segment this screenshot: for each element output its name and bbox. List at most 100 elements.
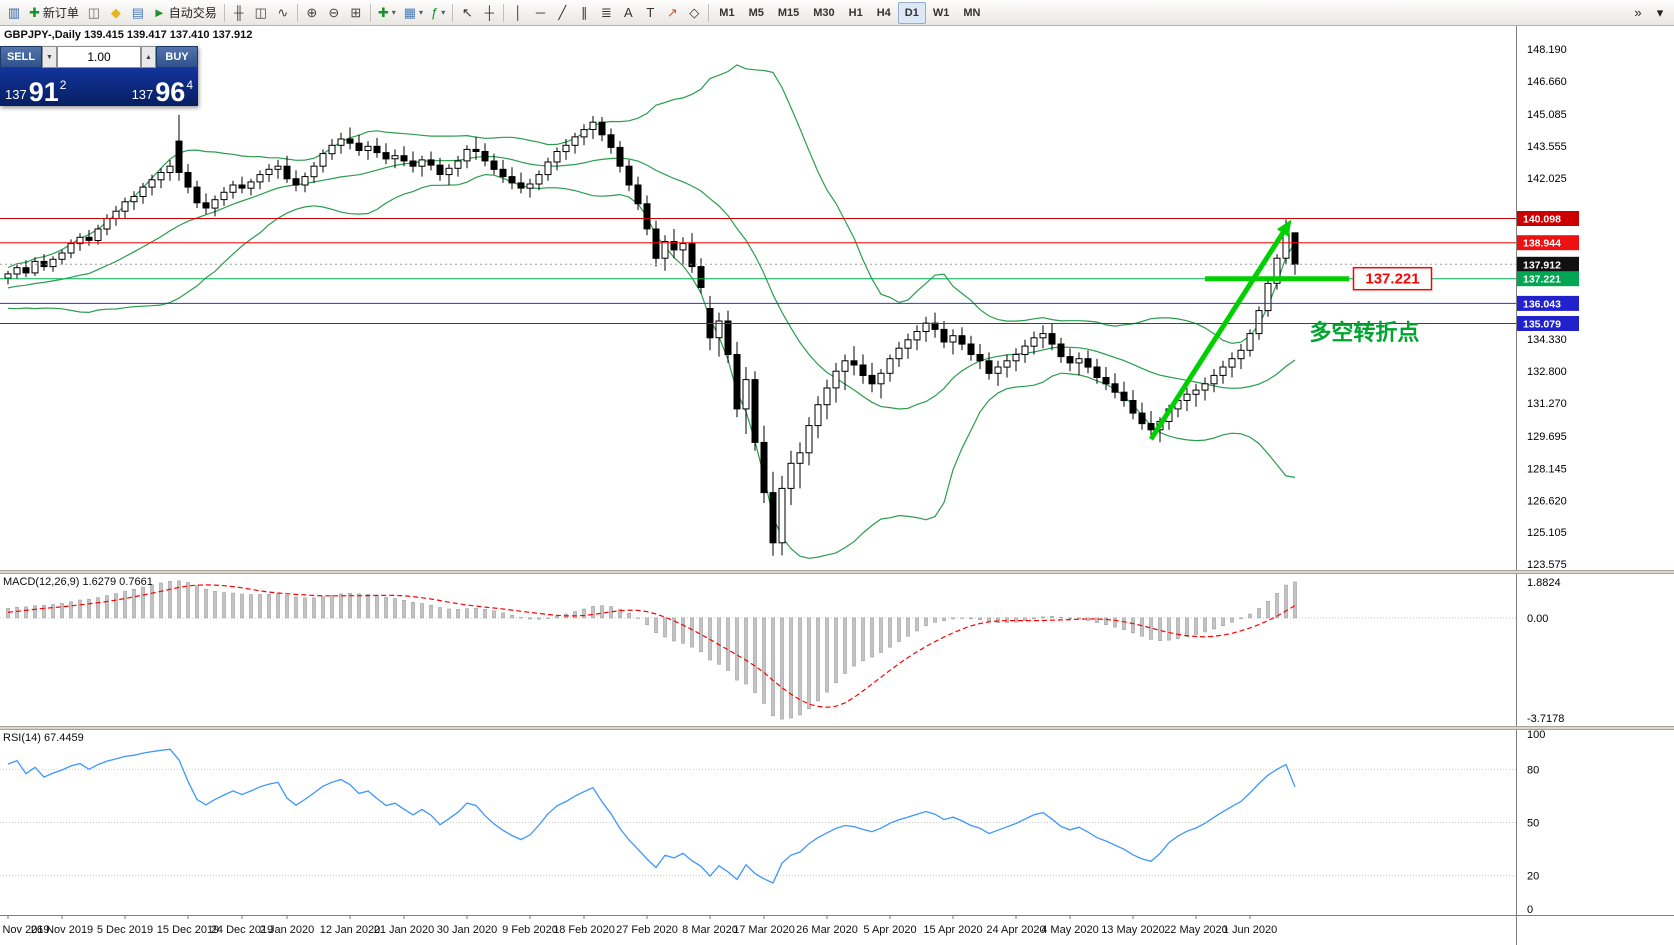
- metaeditor-icon: ◆: [110, 5, 121, 20]
- app-icon: ▥: [7, 5, 21, 20]
- price-callout-box[interactable]: [1352, 266, 1433, 291]
- app-icon[interactable]: ▥: [3, 2, 25, 24]
- svg-text:146.660: 146.660: [1527, 76, 1567, 88]
- timeframe-m15[interactable]: M15: [777, 6, 800, 19]
- buy-price-prefix: 137: [131, 87, 154, 102]
- svg-text:21 Jan 2020: 21 Jan 2020: [374, 924, 435, 936]
- svg-text:20: 20: [1527, 871, 1539, 883]
- main-chart-panel: 137.221 多空转折点 GBPJPY-,Daily 139.415 139.4…: [0, 26, 1674, 570]
- price-axis[interactable]: 148.190 146.660 145.085 143.555 142.025 134.3…: [1516, 26, 1674, 570]
- line-chart-icon[interactable]: ∿: [272, 2, 294, 24]
- arrows-icon[interactable]: ↗: [661, 2, 683, 24]
- vertical-line-icon[interactable]: │: [507, 2, 529, 24]
- indicators-icon[interactable]: ƒ ▾: [427, 2, 449, 24]
- macd-axis[interactable]: 1.8824 0.00 -3.7178: [1516, 574, 1674, 726]
- timeframe-m1[interactable]: M1: [719, 6, 735, 19]
- svg-text:12 Jan 2020: 12 Jan 2020: [320, 924, 381, 936]
- chart-profiles-icon[interactable]: ◫: [83, 2, 105, 24]
- data-window-icon[interactable]: ▤: [127, 2, 149, 24]
- toolbar-separator: [503, 3, 505, 22]
- timeframe-w1[interactable]: W1: [932, 6, 950, 19]
- time-axis[interactable]: Nov 2019 26 Nov 2019 5 Dec 2019 15 Dec 2019…: [0, 916, 1516, 945]
- timeframe-m5[interactable]: M5: [748, 6, 764, 19]
- cn-annotation-text[interactable]: 多空转折点: [1309, 320, 1419, 345]
- bar-chart-icon[interactable]: ╫: [228, 2, 250, 24]
- trendline-icon[interactable]: ╱: [551, 2, 573, 24]
- trade-panel-prices: 137 91 2 137 96 4: [0, 68, 198, 106]
- autotrading-button[interactable]: ► 自动交易: [149, 2, 221, 24]
- tile-windows-icon[interactable]: ⊞: [345, 2, 367, 24]
- candlestick-chart-icon[interactable]: ◫: [250, 2, 272, 24]
- zoom-out-icon[interactable]: ⊖: [323, 2, 345, 24]
- new-order-icon: ✚: [29, 5, 40, 20]
- svg-text:126.620: 126.620: [1527, 496, 1567, 508]
- buy-price[interactable]: 137 96 4: [131, 78, 193, 105]
- dropdown-icon: ▾: [1656, 5, 1664, 20]
- buy-button[interactable]: BUY: [156, 46, 198, 68]
- trend-arrow-line[interactable]: [1148, 231, 1285, 441]
- trade-panel-top-row: SELL ▼ ▲ BUY: [0, 46, 198, 68]
- fibonacci-icon[interactable]: ≣: [595, 2, 617, 24]
- sell-price-big: 91: [28, 76, 59, 107]
- dropdown-arrow-icon: ▾: [441, 8, 446, 17]
- toolbar-overflow-icon[interactable]: »: [1627, 2, 1649, 24]
- autotrading-button-label: 自动交易: [168, 6, 217, 20]
- timeframe-mn[interactable]: MN: [963, 6, 981, 19]
- timeframe-h4[interactable]: H4: [876, 6, 891, 19]
- panel-splitter[interactable]: [0, 726, 1674, 730]
- svg-text:17 Mar 2020: 17 Mar 2020: [733, 924, 795, 936]
- trend-arrow-head-icon: [1276, 219, 1292, 237]
- crosshair-icon[interactable]: ┼: [478, 2, 500, 24]
- price-callout-text: 137.221: [1365, 271, 1419, 288]
- svg-text:131.270: 131.270: [1527, 398, 1567, 410]
- timeframe-d1[interactable]: D1: [897, 1, 926, 24]
- macd-plot-area: MACD(12,26,9) 1.6279 0.7661: [0, 574, 1516, 726]
- svg-text:-3.7178: -3.7178: [1527, 713, 1564, 725]
- shapes-icon[interactable]: ◇: [683, 2, 705, 24]
- label-icon[interactable]: T: [639, 2, 661, 24]
- volume-increase-button[interactable]: ▲: [141, 46, 156, 68]
- rsi-axis[interactable]: 100 80 50 20 0: [1516, 730, 1674, 915]
- sell-price[interactable]: 137 91 2: [5, 76, 66, 107]
- rsi-plot[interactable]: [0, 730, 1516, 915]
- dropdown-icon[interactable]: ▾: [1649, 2, 1671, 24]
- price-axis-svg: 148.190 146.660 145.085 143.555 142.025 134.3…: [1517, 44, 1579, 570]
- dropdown-arrow-icon: ▾: [419, 8, 424, 17]
- metaeditor-icon[interactable]: ◆: [105, 2, 127, 24]
- rsi-levels: [0, 768, 1516, 877]
- timeframe-h1[interactable]: H1: [848, 6, 863, 19]
- sell-price-prefix: 137: [5, 87, 27, 102]
- new-chart-icon[interactable]: ✚ ▾: [374, 2, 400, 24]
- trendline-icon: ╱: [558, 5, 567, 20]
- zoom-in-icon[interactable]: ⊕: [301, 2, 323, 24]
- chart-workspace: 137.221 多空转折点 GBPJPY-,Daily 139.415 139.4…: [0, 26, 1674, 945]
- sell-button[interactable]: SELL: [0, 46, 42, 68]
- volume-decrease-button[interactable]: ▼: [42, 46, 57, 68]
- rsi-plot-area: RSI(14) 67.4459: [0, 730, 1516, 915]
- svg-text:123.575: 123.575: [1527, 559, 1567, 570]
- svg-text:Nov 2019: Nov 2019: [2, 924, 49, 936]
- horizontal-line-icon[interactable]: ─: [529, 2, 551, 24]
- new-order-button-label: 新订单: [42, 6, 79, 20]
- panel-splitter[interactable]: [0, 570, 1674, 574]
- new-order-button[interactable]: ✚ 新订单: [25, 2, 83, 24]
- svg-text:143.555: 143.555: [1527, 141, 1567, 153]
- cursor-icon[interactable]: ↖: [456, 2, 478, 24]
- line-chart-icon: ∿: [277, 5, 289, 20]
- volume-input[interactable]: [57, 46, 141, 68]
- macd-plot[interactable]: [0, 574, 1516, 726]
- svg-text:1.8824: 1.8824: [1527, 577, 1561, 589]
- svg-text:142.025: 142.025: [1527, 173, 1567, 185]
- cursor-icon: ↖: [461, 5, 473, 20]
- profiles-icon[interactable]: ▦ ▾: [400, 2, 427, 24]
- text-icon[interactable]: A: [617, 2, 639, 24]
- svg-text:5 Apr 2020: 5 Apr 2020: [863, 924, 916, 936]
- main-chart-plot[interactable]: 137.221 多空转折点: [0, 26, 1516, 570]
- timeframe-m30[interactable]: M30: [813, 6, 835, 19]
- arrows-icon: ↗: [666, 5, 678, 20]
- price-badge: [1517, 235, 1579, 251]
- channel-icon[interactable]: ∥: [573, 2, 595, 24]
- svg-text:1 Jun 2020: 1 Jun 2020: [1223, 924, 1277, 936]
- svg-text:135.079: 135.079: [1523, 319, 1561, 331]
- svg-text:0: 0: [1527, 904, 1533, 915]
